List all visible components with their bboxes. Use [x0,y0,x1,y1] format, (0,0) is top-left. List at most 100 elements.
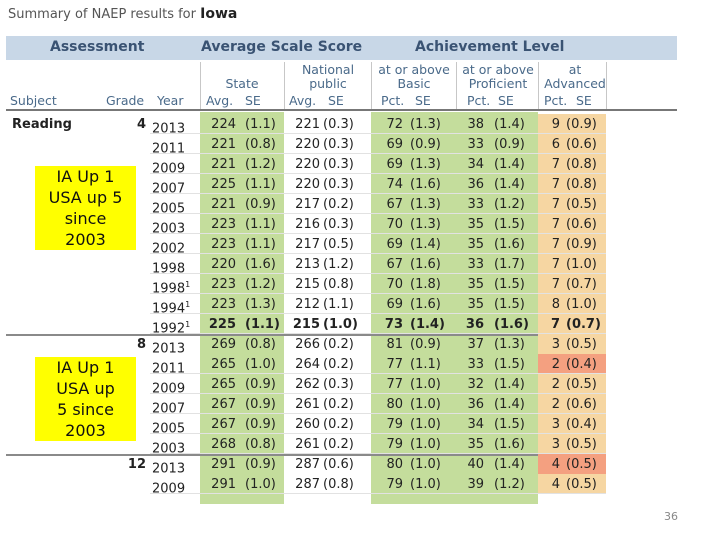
table-row: Reading 4 2013 224 (1.1) 221 (0.3) 72 (1.3) 38 (1.… [0,114,720,136]
national-se-cell: (1.0) [323,317,358,332]
header-achievement-level: Achievement Level [415,39,565,55]
title-state: Iowa [200,6,238,22]
advanced-cell-bg [538,374,606,394]
state-se-cell: (1.2) [245,277,276,292]
basic-pct-cell: 74 [386,177,403,192]
proficient-se-cell: (1.7) [494,257,525,272]
basic-pct-cell: 69 [386,297,403,312]
advanced-se-cell: (0.4) [566,417,597,432]
grade-cell: 4 [136,117,146,132]
national-se-cell: (0.3) [323,217,354,232]
proficient-se-cell: (1.4) [494,157,525,172]
state-se-cell: (0.9) [245,397,276,412]
proficient-pct-cell: 33 [467,257,484,272]
national-avg-cell: 215 [295,277,320,292]
header-assessment: Assessment [50,39,145,55]
subheader-advanced-line2: Advanced [544,76,606,91]
note-grade4-line: USA up 5 [48,188,123,207]
national-se-cell: (0.2) [323,357,354,372]
advanced-se-cell: (0.8) [566,157,597,172]
national-avg-cell: 264 [295,357,320,372]
col-state-se: SE [245,93,261,108]
state-avg-cell: 265 [211,357,236,372]
advanced-se-cell: (0.5) [566,377,597,392]
proficient-se-cell: (1.5) [494,217,525,232]
advanced-cell-bg [538,134,606,154]
basic-pct-cell: 69 [386,157,403,172]
national-avg-cell: 266 [295,337,320,352]
national-avg-cell: 260 [295,417,320,432]
national-se-cell: (1.2) [323,257,354,272]
basic-pct-cell: 67 [386,197,403,212]
proficient-se-cell: (1.2) [494,477,525,492]
state-se-cell: (0.8) [245,137,276,152]
subheader-proficient: at or above Proficient [457,63,539,91]
col-subject: Subject [10,93,57,108]
basic-se-cell: (1.6) [410,177,441,192]
advanced-pct-cell: 7 [551,277,560,292]
col-national-se: SE [328,93,344,108]
proficient-pct-cell: 35 [467,437,484,452]
state-avg-cell: 221 [211,197,236,212]
subheader-proficient-line2: Proficient [468,76,528,91]
divider [284,62,285,109]
col-advanced-se: SE [576,93,592,108]
national-avg-cell: 215 [292,317,320,332]
basic-pct-cell: 81 [386,337,403,352]
state-avg-cell: 225 [208,317,236,332]
advanced-cell-bg [538,194,606,214]
proficient-se-cell: (1.4) [494,117,525,132]
national-se-cell: (0.2) [323,397,354,412]
year-cell: 2009 [152,477,192,496]
note-grade4-line: IA Up 1 [56,167,115,186]
subheader-advanced-line1: at [568,62,582,77]
year-footnote: 1 [185,300,191,309]
advanced-se-cell: (0.5) [566,197,597,212]
col-proficient-se: SE [498,93,514,108]
state-avg-cell: 265 [211,377,236,392]
state-se-cell: (0.9) [245,197,276,212]
advanced-pct-cell: 2 [551,377,560,392]
subheader-national-line2: public [309,76,347,91]
advanced-se-cell: (1.0) [566,257,597,272]
state-avg-cell: 267 [211,397,236,412]
basic-se-cell: (1.0) [410,417,441,432]
proficient-se-cell: (1.5) [494,417,525,432]
table-row: 12 2013 291 (0.9) 287 (0.6) 80 (1.0) 40 (1.4) 4 (0.… [0,454,720,476]
slide-number: 36 [664,510,678,523]
col-basic-se: SE [415,93,431,108]
table-row: 2005 221 (0.9) 217 (0.2) 67 (1.3) 33 (1.2) 7 (0.5) [0,194,720,216]
table-row: 8 2013 269 (0.8) 266 (0.2) 81 (0.9) 37 (1.3) 3 (0.5… [0,334,720,356]
advanced-se-cell: (0.5) [566,437,597,452]
basic-se-cell: (1.6) [410,297,441,312]
col-basic-pct: Pct. [381,93,405,108]
note-grade8-line: 2003 [65,421,106,440]
state-se-cell: (0.9) [245,457,276,472]
state-avg-cell: 291 [211,457,236,472]
basic-pct-cell: 69 [386,237,403,252]
basic-se-cell: (1.4) [410,317,445,332]
advanced-pct-cell: 4 [551,457,560,472]
proficient-pct-cell: 33 [467,197,484,212]
col-advanced-pct: Pct. [544,93,568,108]
basic-se-cell: (1.8) [410,277,441,292]
state-se-cell: (1.1) [245,237,276,252]
table-row: 19941 223 (1.3) 212 (1.1) 69 (1.6) 35 (1.5) 8 (1.0… [0,294,720,316]
proficient-se-cell: (1.6) [494,437,525,452]
advanced-se-cell: (0.9) [566,117,597,132]
national-se-cell: (0.6) [323,457,354,472]
national-avg-cell: 262 [295,377,320,392]
advanced-cell-bg [538,454,606,474]
advanced-cell-bg [538,474,606,494]
advanced-cell-bg [538,114,606,134]
basic-pct-cell: 70 [386,277,403,292]
proficient-se-cell: (1.4) [494,397,525,412]
note-grade8-line: USA up [56,379,115,398]
proficient-pct-cell: 36 [465,317,484,332]
state-avg-cell: 269 [211,337,236,352]
advanced-pct-cell: 9 [551,117,560,132]
proficient-se-cell: (0.9) [494,137,525,152]
basic-pct-cell: 73 [384,317,403,332]
advanced-pct-cell: 2 [551,357,560,372]
advanced-se-cell: (0.7) [566,317,601,332]
